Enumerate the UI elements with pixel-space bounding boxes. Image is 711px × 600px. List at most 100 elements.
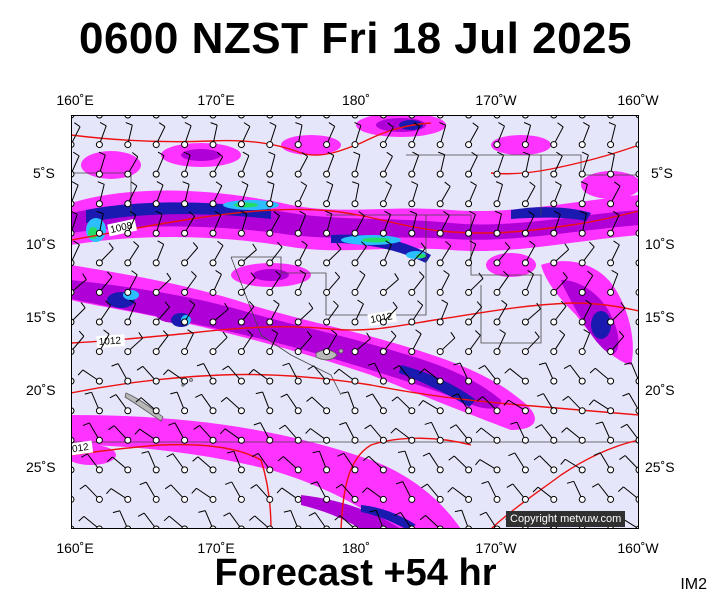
wind-station-dot xyxy=(124,259,132,267)
wind-station-dot xyxy=(294,348,302,356)
wind-barb-feather xyxy=(588,399,595,406)
wind-station-dot xyxy=(408,407,416,415)
wind-station-dot xyxy=(95,466,103,474)
wind-station-dot xyxy=(436,495,444,503)
wind-barb-feather xyxy=(398,450,406,453)
wind-station-dot xyxy=(124,348,132,356)
wind-barb-feather xyxy=(510,421,518,425)
wind-barb-feather xyxy=(527,270,534,275)
wind-station-dot xyxy=(181,229,189,237)
wind-station-dot xyxy=(493,377,501,385)
wind-barb-feather xyxy=(395,481,403,485)
wind-station-dot xyxy=(436,229,444,237)
wind-barb-feather xyxy=(339,421,347,426)
wind-station-dot xyxy=(323,318,331,326)
wind-station-dot xyxy=(181,318,189,326)
wind-barb-feather xyxy=(106,488,112,495)
wind-station-dot xyxy=(607,170,615,178)
wind-station-dot xyxy=(465,288,473,296)
wind-station-dot xyxy=(209,407,217,415)
isobar-label-1012-south: 1012 xyxy=(71,442,90,456)
wind-barb-feather xyxy=(562,272,568,279)
map-title: 0600 NZST Fri 18 Jul 2025 xyxy=(78,14,632,63)
wind-station-dot xyxy=(237,170,245,178)
wind-station-dot xyxy=(550,377,558,385)
wind-barb-feather xyxy=(443,270,450,276)
wind-barb-feather xyxy=(341,391,349,394)
wind-barb-feather xyxy=(106,271,113,278)
wind-station-dot xyxy=(95,348,103,356)
wind-station-dot xyxy=(379,318,387,326)
wind-barb-feather xyxy=(73,240,80,246)
wind-barb-feather xyxy=(192,242,199,249)
wind-station-dot xyxy=(351,259,359,267)
wind-barb-feather xyxy=(560,300,567,307)
lat-label-right-5s: 5˚S xyxy=(651,165,673,181)
wind-barb-feather xyxy=(125,122,133,126)
wind-barb-feather xyxy=(308,302,314,309)
wind-barb-feather xyxy=(448,455,455,461)
wind-station-dot xyxy=(95,377,103,385)
wind-barb-feather xyxy=(192,456,199,462)
wind-station-dot xyxy=(408,288,416,296)
wind-station-dot xyxy=(181,288,189,296)
wind-barb-feather xyxy=(533,455,540,461)
wind-barb-feather xyxy=(419,514,426,521)
wind-station-dot xyxy=(607,141,615,149)
wind-station-dot xyxy=(181,407,189,415)
wind-barb-feather xyxy=(453,362,461,366)
wind-barb-feather xyxy=(556,151,563,157)
wind-barb-feather xyxy=(607,151,615,155)
wind-station-dot xyxy=(266,466,274,474)
wind-station-dot xyxy=(379,288,387,296)
wind-station-dot xyxy=(607,200,615,208)
wind-station-dot xyxy=(152,170,160,178)
wind-station-dot xyxy=(436,141,444,149)
wind-station-dot xyxy=(521,170,529,178)
wind-barb-feather xyxy=(563,364,571,369)
lon-label-bottom-160w: 160˚W xyxy=(617,540,659,556)
wind-station-dot xyxy=(95,407,103,415)
wind-barb-feather xyxy=(219,428,226,435)
wind-barb-feather xyxy=(137,512,145,517)
wind-barb-feather xyxy=(413,122,420,127)
wind-station-dot xyxy=(95,318,103,326)
wind-barb-feather xyxy=(96,210,104,215)
wind-barb-feather xyxy=(198,510,206,513)
wind-station-dot xyxy=(323,407,331,415)
wind-barb-feather xyxy=(72,151,80,157)
wind-station-dot xyxy=(379,348,387,356)
wind-station-dot xyxy=(465,348,473,356)
wind-station-dot xyxy=(181,259,189,267)
wind-barb-feather xyxy=(162,330,169,336)
wind-station-dot xyxy=(95,495,103,503)
wind-station-dot xyxy=(408,259,416,267)
wind-station-dot xyxy=(323,259,331,267)
wind-barb-feather xyxy=(499,329,506,334)
wind-barb-feather xyxy=(470,181,477,186)
wind-barb-feather xyxy=(71,181,79,186)
wind-barb-feather xyxy=(472,122,479,128)
wind-station-dot xyxy=(237,200,245,208)
wind-barb-feather xyxy=(361,241,367,247)
wind-barb-feather xyxy=(216,152,223,158)
wind-station-dot xyxy=(266,436,274,444)
wind-barb-feather xyxy=(163,369,169,376)
wind-station-dot xyxy=(266,170,274,178)
wind-barb-feather xyxy=(475,459,481,466)
wind-station-dot xyxy=(465,259,473,267)
wind-barb-feather xyxy=(614,181,621,187)
wind-barb-feather xyxy=(419,368,425,375)
wind-barb-feather xyxy=(99,122,107,127)
wind-station-dot xyxy=(294,229,302,237)
wind-barb-feather xyxy=(506,483,514,488)
wind-barb-feather xyxy=(187,329,194,335)
wind-barb-feather xyxy=(391,396,398,402)
wind-barb-feather xyxy=(422,452,430,457)
wind-station-dot xyxy=(379,259,387,267)
wind-barb-feather xyxy=(469,240,477,245)
wind-station-dot xyxy=(294,288,302,296)
wind-station-dot xyxy=(294,407,302,415)
wind-barb-feather xyxy=(619,455,626,460)
wind-barb-feather xyxy=(248,300,255,307)
